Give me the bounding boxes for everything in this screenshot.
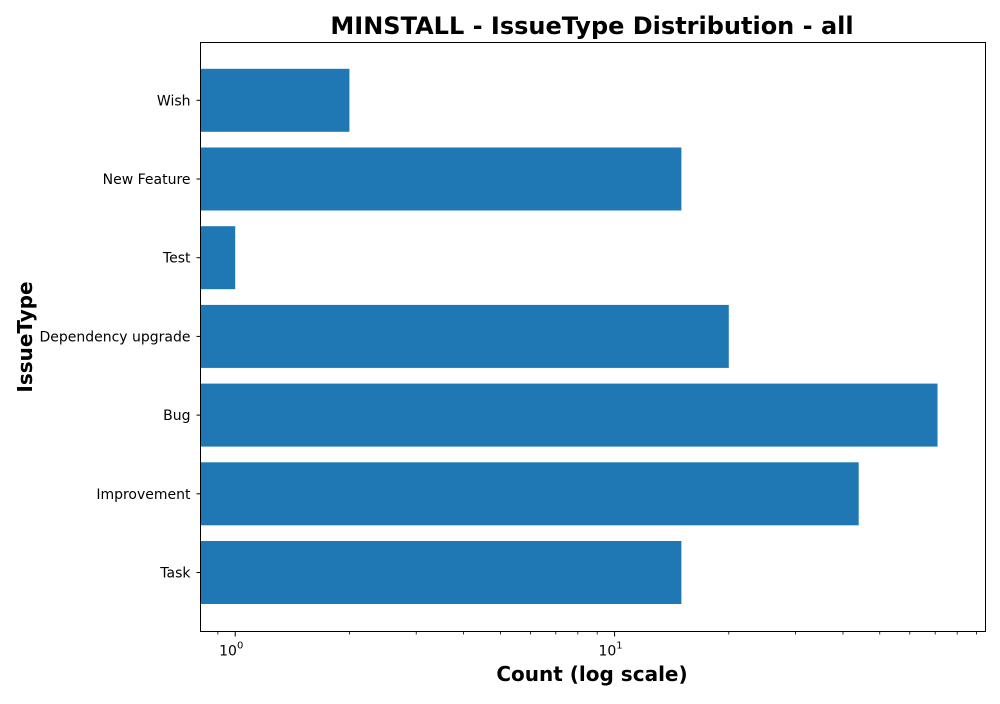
- y-tick-label-improvement: Improvement: [96, 487, 191, 503]
- bar-improvement: [200, 462, 859, 526]
- x-tick-label: 100: [219, 641, 243, 660]
- x-axis-label: Count (log scale): [496, 662, 687, 686]
- bars-layer: [200, 68, 938, 604]
- y-axis-label: IssueType: [13, 281, 37, 392]
- y-tick-label-test: Test: [162, 251, 191, 267]
- bar-wish: [200, 68, 350, 132]
- y-tick-label-wish: Wish: [157, 93, 191, 109]
- y-tick-label-new-feature: New Feature: [103, 172, 191, 188]
- bar-dependency-upgrade: [200, 304, 729, 368]
- chart-title: MINSTALL - IssueType Distribution - all: [330, 12, 853, 40]
- plot-frame: [200, 42, 986, 632]
- y-ticks: Task Improvement Bug Dependency upgrade Test…: [39, 93, 201, 582]
- x-tick-label: 101: [598, 641, 622, 660]
- x-ticks: 100 101: [217, 631, 977, 660]
- bar-new-feature: [200, 147, 682, 211]
- y-tick-label-bug: Bug: [163, 408, 190, 424]
- bar-task: [200, 541, 682, 604]
- bar-bug: [200, 383, 938, 447]
- y-tick-label-task: Task: [159, 566, 191, 582]
- y-tick-label-dependency-upgrade: Dependency upgrade: [39, 329, 190, 345]
- bar-test: [200, 226, 236, 290]
